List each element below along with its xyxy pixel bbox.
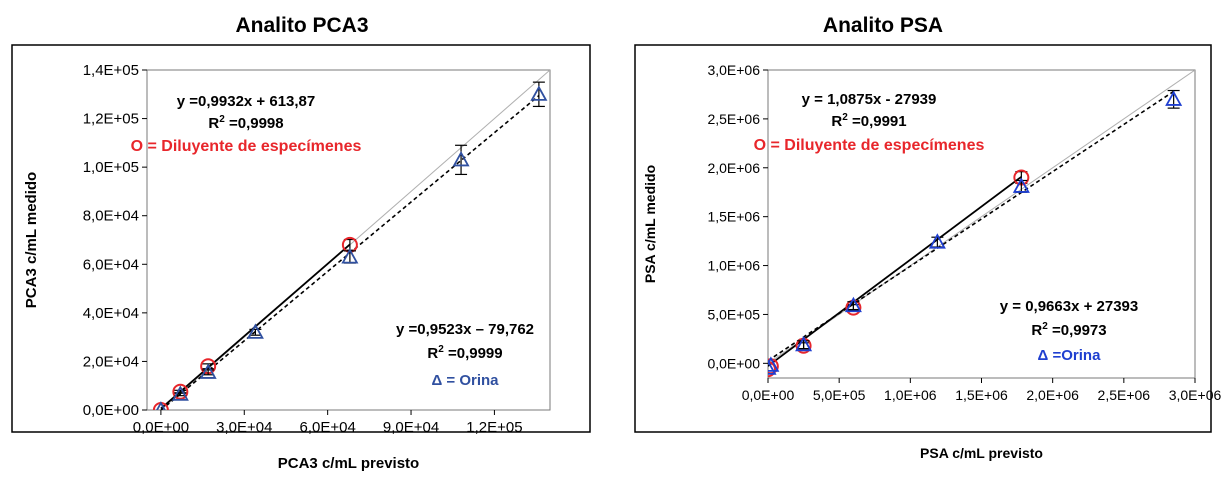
legend-diluyente: O = Diluyente de especímenes [131, 138, 362, 155]
x-axis-label: PSA c/mL previsto [920, 445, 1043, 461]
x-tick-label: 0,0E+00 [742, 387, 795, 403]
data-point-triangle-0 [155, 401, 166, 410]
data-point-triangle-2 [199, 363, 217, 379]
y-axis-label: PSA c/mL medido [642, 165, 658, 283]
y-tick-label: 4,0E+04 [83, 305, 139, 322]
y-tick-label: 1,0E+05 [83, 159, 139, 176]
y-tick-label: 0,0E+00 [707, 355, 760, 371]
fit-equation-2: y = 0,9663x + 27393 [1000, 298, 1138, 315]
chart-frame [634, 44, 1212, 433]
y-axis-label: PCA3 c/mL medido [23, 172, 40, 308]
plot-area [146, 69, 551, 411]
pca3-chart: 0,0E+00 2,0E+04 4,0E+04 6,0E+04 8,0E+04 1,0E+… [11, 44, 591, 472]
data-point-triangle-3 [246, 323, 264, 339]
x-tick-label: 3,0E+04 [216, 419, 272, 436]
x-tick-label: 0,0E+00 [133, 419, 189, 436]
data-point-triangle-0 [768, 359, 777, 375]
data-point-circle-0 [768, 361, 776, 378]
y-tick-label: 8,0E+04 [83, 208, 139, 225]
left-chart-title: Analito PCA3 [235, 14, 369, 37]
data-point-triangle-1 [171, 385, 189, 401]
r-squared-2: R2 =0,9999 [427, 344, 502, 362]
data-point-triangle-5 [1012, 177, 1030, 193]
y-tick-label: 6,0E+04 [83, 256, 139, 273]
y-tick-label: 3,0E+06 [707, 62, 760, 78]
data-point-triangle-1 [768, 356, 780, 372]
y-tick-label: 1,0E+06 [707, 258, 760, 274]
legend-orina: Δ =Orina [1038, 347, 1102, 364]
y-tick-label: 2,0E+06 [707, 160, 760, 176]
y-tick-label: 0,0E+00 [83, 402, 139, 419]
x-tick-label: 3,0E+06 [1169, 387, 1222, 403]
r-squared-1: R2 =0,9998 [208, 114, 283, 132]
x-tick-label: 2,0E+06 [1026, 387, 1079, 403]
data-point-triangle-5 [452, 151, 470, 167]
y-tick-label: 1,5E+06 [707, 209, 760, 225]
y-tick-label: 2,0E+04 [83, 353, 139, 370]
plot-layer [152, 70, 550, 410]
r-squared-2: R2 =0,9973 [1031, 321, 1106, 339]
data-point-triangle-4 [341, 248, 359, 264]
y-tick-label: 2,5E+06 [707, 111, 760, 127]
x-tick-label: 6,0E+04 [299, 419, 355, 436]
fit-equation-1: y =0,9932x + 613,87 [177, 93, 315, 110]
data-point-triangle-6 [530, 85, 548, 101]
x-tick-label: 2,5E+06 [1098, 387, 1151, 403]
data-point-triangle-2 [795, 335, 813, 352]
legend-orina: Δ = Orina [431, 372, 499, 389]
fit-equation-2: y =0,9523x – 79,762 [396, 321, 534, 338]
y-tick-label: 1,4E+05 [83, 62, 139, 79]
x-axis-label: PCA3 c/mL previsto [278, 455, 419, 472]
data-point-triangle-4 [928, 233, 946, 249]
x-tick-label: 1,0E+06 [884, 387, 937, 403]
fit-line-series-0 [768, 176, 1022, 367]
y-tick-label: 5,0E+05 [707, 306, 760, 322]
identity-line [768, 70, 1195, 364]
legend-diluyente: O = Diluyente de especímenes [754, 137, 985, 154]
data-point-circle-3 [845, 299, 862, 316]
fit-equation-1: y = 1,0875x - 27939 [802, 91, 937, 108]
right-chart-title: Analito PSA [822, 14, 944, 37]
psa-chart: 0,0E+00 5,0E+05 1,0E+06 1,5E+06 2,0E+06 2,5E+… [634, 44, 1222, 461]
data-point-circle-1 [172, 383, 189, 400]
data-point-triangle-3 [844, 296, 862, 313]
data-point-triangle-6 [1165, 90, 1183, 106]
x-tick-label: 9,0E+04 [383, 419, 439, 436]
x-tick-label: 5,0E+05 [813, 387, 866, 403]
r-squared-1: R2 =0,9991 [831, 112, 906, 130]
y-tick-label: 1,2E+05 [83, 111, 139, 128]
plot-layer [768, 70, 1195, 378]
x-tick-label: 1,5E+06 [955, 387, 1008, 403]
chart-frame [11, 44, 591, 433]
x-tick-label: 1,2E+05 [466, 419, 522, 436]
